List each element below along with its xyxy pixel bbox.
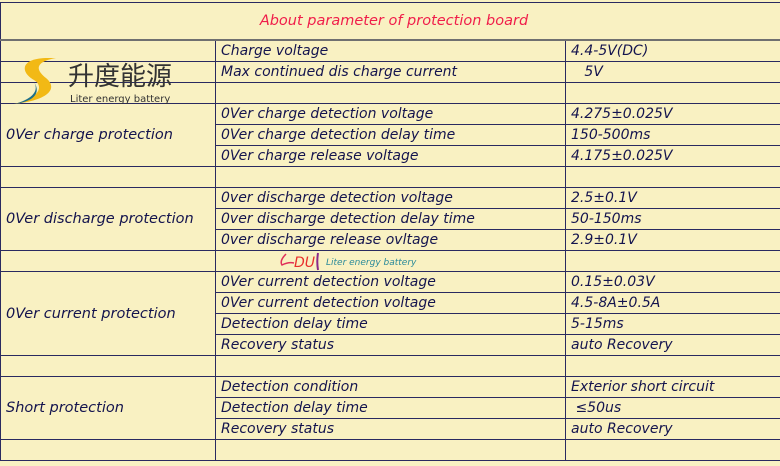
spacer-row [0,439,780,461]
parameter-name: 0ver discharge detection delay time [215,208,566,230]
signature-stamp: DU Liter energy battery [280,252,417,271]
parameter-name: Max continued dis charge current [215,61,566,83]
empty-cell [215,439,566,461]
table-row: 0Ver charge release voltage 4.175±0.025V [1,145,780,167]
parameter-name: 0ver discharge release ovltage [215,229,566,251]
logo-cn-text: 升度能源 [68,62,172,92]
table-title: About parameter of protection board [0,2,780,41]
spacer-row: DU Liter energy battery [0,250,780,272]
parameter-name: Recovery status [215,418,566,440]
parameter-value: 0.15±0.03V [565,271,780,293]
section-label: 0Ver current protection [0,271,216,356]
parameter-name: Detection condition [215,376,566,398]
parameter-name: Detection delay time [215,397,566,419]
table-row: Recovery status auto Recovery [1,334,780,356]
table-row: Detection delay time ≤50us [1,397,780,419]
empty-cell [565,355,780,377]
table-row: 0ver discharge release ovltage 2.9±0.1V [1,229,780,251]
empty-cell [0,355,216,377]
empty-cell [0,250,216,272]
table-row: 0ver discharge detection delay time 50-15… [1,208,780,230]
parameter-name: 0Ver charge release voltage [215,145,566,167]
parameter-name: Recovery status [215,334,566,356]
liter-energy-logo: 升度能源 Liter energy battery [14,58,172,105]
empty-cell [565,439,780,461]
table-row: Short protection Detection condition Exter… [0,376,780,440]
parameter-name: 0Ver current detection voltage [215,292,566,314]
parameter-name: 0Ver current detection voltage [215,271,566,293]
table-row: 0Ver current detection voltage 4.5-8A±0.5… [1,292,780,314]
parameter-value: 4.175±0.025V [565,145,780,167]
parameter-value: 5V [565,61,780,83]
parameter-value: 2.9±0.1V [565,229,780,251]
section-label: 0Ver charge protection [0,103,216,167]
section-label: Short protection [0,376,216,440]
table-row: Max continued dis charge current 5V [0,61,780,83]
table-row: 0Ver charge detection delay time 150-500m… [1,124,780,146]
empty-cell [215,82,566,104]
parameter-value: 5-15ms [565,313,780,335]
parameter-name: 0ver discharge detection voltage [215,187,566,209]
empty-cell [0,166,216,188]
parameter-name: Detection delay time [215,313,566,335]
parameter-value: Exterior short circuit [565,376,780,398]
parameter-value: auto Recovery [565,418,780,440]
empty-cell [215,166,566,188]
logo-en-text: Liter energy battery [70,94,170,105]
parameter-value: 150-500ms [565,124,780,146]
empty-cell [0,439,216,461]
table-row: Recovery status auto Recovery [1,418,780,440]
parameter-value: 2.5±0.1V [565,187,780,209]
parameter-name: Charge voltage [215,39,566,62]
parameter-value: auto Recovery [565,334,780,356]
parameter-value: ≤50us [565,397,780,419]
parameter-value: 4.275±0.025V [565,103,780,125]
stamp-text: Liter energy battery [326,258,417,268]
empty-cell [565,82,780,104]
empty-cell [565,166,780,188]
table-row: Detection delay time 5-15ms [1,313,780,335]
empty-cell [215,355,566,377]
parameter-value: 4.4-5V(DC) [565,39,780,62]
table-row: 0Ver current protection 0Ver current dete… [0,271,780,356]
stamp-mark: DU [294,255,315,271]
spacer-row [0,166,780,188]
spacer-row [0,355,780,377]
empty-cell [565,250,780,272]
empty-cell: DU Liter energy battery [215,250,566,272]
parameter-value: 4.5-8A±0.5A [565,292,780,314]
table-row: 0Ver discharge protection 0ver discharge … [0,187,780,251]
section-label: 0Ver discharge protection [0,187,216,251]
parameter-name: 0Ver charge detection delay time [215,124,566,146]
parameter-name: 0Ver charge detection voltage [215,103,566,125]
parameter-value: 50-150ms [565,208,780,230]
